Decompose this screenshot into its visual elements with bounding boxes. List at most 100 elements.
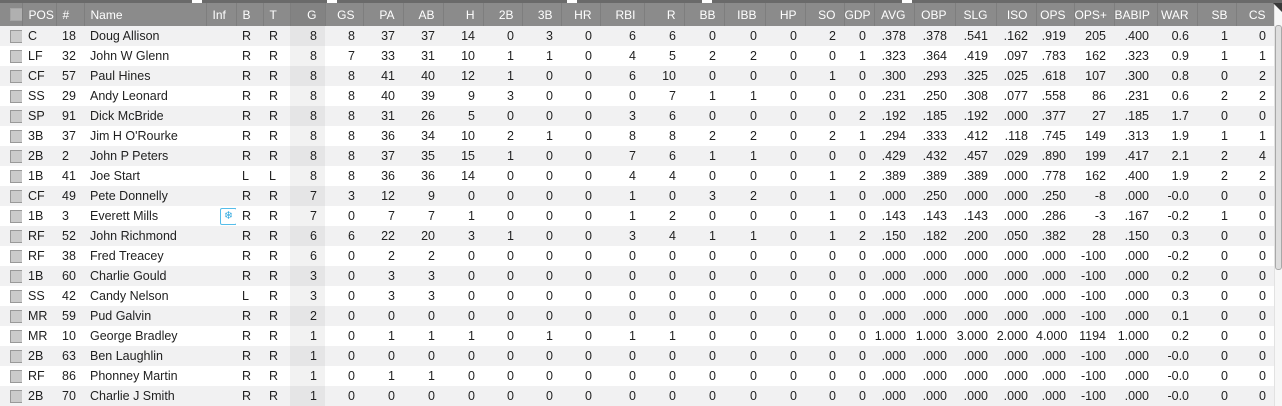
row-checkbox[interactable] xyxy=(10,389,22,403)
select-all-checkbox[interactable] xyxy=(10,8,21,21)
column-header-inf[interactable]: Inf xyxy=(206,3,237,26)
table-row[interactable]: MR 10 George Bradley R R 1 0 1 1 1 0 1 0 1 1 0 0 0 0 0 1.000… xyxy=(0,326,1274,346)
column-header-cs[interactable]: CS xyxy=(1236,3,1275,26)
row-checkbox[interactable] xyxy=(10,209,22,223)
row-checkbox[interactable] xyxy=(10,289,22,303)
row-checkbox[interactable] xyxy=(10,249,22,263)
cell-gs: 0 xyxy=(325,326,363,346)
cell-obp: .432 xyxy=(914,146,955,166)
cell-gs: 0 xyxy=(325,306,363,326)
column-header-gs[interactable]: GS xyxy=(325,3,364,26)
column-header-select[interactable] xyxy=(0,3,23,26)
table-row[interactable]: C 18 Doug Allison R R 8 8 37 37 14 0 3 0 6 6 0 0 0 2 0.378.… xyxy=(0,26,1274,46)
table-row[interactable]: 2B 2 John P Peters R R 8 8 37 35 15 1 0 0 7 6 1 1 0 0 0.429… xyxy=(0,146,1274,166)
column-header-iso[interactable]: ISO xyxy=(996,3,1037,26)
column-header-ab[interactable]: AB xyxy=(403,3,444,26)
column-header-ops_plus[interactable]: OPS+ xyxy=(1074,3,1115,26)
row-checkbox[interactable] xyxy=(10,69,22,83)
column-header-h[interactable]: H xyxy=(443,3,484,26)
table-row[interactable]: RF 86 Phonney Martin R R 1 0 1 1 0 0 0 0 0 0 0 0 0 0 0.000.… xyxy=(0,366,1274,386)
column-header-ops[interactable]: OPS xyxy=(1036,3,1075,26)
cell-babip: .400 xyxy=(1114,166,1157,186)
cell-ab: 1 xyxy=(403,366,443,386)
cell-t: R xyxy=(263,46,290,66)
table-corner-marker[interactable] xyxy=(1273,3,1282,12)
row-checkbox[interactable] xyxy=(10,109,22,123)
table-row[interactable]: 1B 41 Joe Start L L 8 8 36 36 14 0 0 0 4 4 0 0 0 1 2.389.38… xyxy=(0,166,1274,186)
column-header-obp[interactable]: OBP xyxy=(914,3,956,26)
cell-2b: 0 xyxy=(483,346,522,366)
table-row[interactable]: SS 29 Andy Leonard R R 8 8 40 39 9 3 0 0 0 7 1 1 0 0 0.231.… xyxy=(0,86,1274,106)
column-header-2b[interactable]: 2B xyxy=(483,3,523,26)
snowflake-icon[interactable]: ❄ xyxy=(220,207,236,225)
row-checkbox[interactable] xyxy=(10,169,22,183)
cell-r: 0 xyxy=(644,386,684,406)
table-row[interactable]: RF 38 Fred Treacey R R 6 0 2 2 0 0 0 0 0 0 0 0 0 0 0.000.00… xyxy=(0,246,1274,266)
cell-slg: .200 xyxy=(955,226,996,246)
row-checkbox[interactable] xyxy=(10,189,22,203)
cell-b: R xyxy=(236,326,263,346)
table-row[interactable]: LF 32 John W Glenn R R 8 7 33 31 10 1 1 0 4 5 2 2 0 0 1.323… xyxy=(0,46,1274,66)
column-header-slg[interactable]: SLG xyxy=(955,3,997,26)
row-checkbox[interactable] xyxy=(10,149,22,163)
column-header-b[interactable]: B xyxy=(236,3,264,26)
cell-gdp: 2 xyxy=(844,106,874,126)
cell-ops_plus: -100 xyxy=(1074,286,1114,306)
column-header-rbi[interactable]: RBI xyxy=(600,3,645,26)
table-row[interactable]: RF 52 John Richmond R R 6 6 22 20 3 1 0 0 3 4 1 1 0 1 2.150… xyxy=(0,226,1274,246)
column-header-pos[interactable]: POS xyxy=(22,3,57,26)
cell-b: R xyxy=(236,86,263,106)
column-header-r[interactable]: R xyxy=(644,3,685,26)
row-checkbox[interactable] xyxy=(10,29,22,43)
cell-gdp: 0 xyxy=(844,246,874,266)
column-header-g[interactable]: G xyxy=(290,3,326,26)
row-checkbox[interactable] xyxy=(10,369,22,383)
row-checkbox[interactable] xyxy=(10,269,22,283)
cell-ops_plus: 205 xyxy=(1074,26,1114,46)
row-checkbox[interactable] xyxy=(10,49,22,63)
column-header-war[interactable]: WAR xyxy=(1157,3,1198,26)
cell-inf xyxy=(206,346,236,366)
column-header-avg[interactable]: AVG xyxy=(874,3,915,26)
column-header-t[interactable]: T xyxy=(263,3,291,26)
vertical-scrollbar[interactable] xyxy=(1274,3,1282,406)
table-row[interactable]: 2B 63 Ben Laughlin R R 1 0 0 0 0 0 0 0 0 0 0 0 0 0 0.000.00… xyxy=(0,346,1274,366)
table-row[interactable]: SS 42 Candy Nelson L R 3 0 3 3 0 0 0 0 0 0 0 0 0 0 0.000.00… xyxy=(0,286,1274,306)
table-row[interactable]: MR 59 Pud Galvin R R 2 0 0 0 0 0 0 0 0 0 0 0 0 0 0.000.000.… xyxy=(0,306,1274,326)
column-header-hr[interactable]: HR xyxy=(561,3,601,26)
cell-t: R xyxy=(263,266,290,286)
column-header-so[interactable]: SO xyxy=(805,3,845,26)
column-header-gdp[interactable]: GDP xyxy=(844,3,875,26)
column-header-3b[interactable]: 3B xyxy=(522,3,562,26)
column-header-pa[interactable]: PA xyxy=(363,3,404,26)
table-row[interactable]: CF 49 Pete Donnelly R R 7 3 12 9 0 0 0 0 1 0 3 2 0 1 0.000.… xyxy=(0,186,1274,206)
cell-num: 3 xyxy=(56,206,84,226)
cell-select xyxy=(0,286,22,306)
column-header-babip[interactable]: BABIP xyxy=(1114,3,1158,26)
row-checkbox[interactable] xyxy=(10,309,22,323)
row-checkbox[interactable] xyxy=(10,129,22,143)
table-row[interactable]: SP 91 Dick McBride R R 8 8 31 26 5 0 0 0 3 6 0 0 0 0 2.192.… xyxy=(0,106,1274,126)
column-header-name[interactable]: Name xyxy=(84,3,207,26)
table-row[interactable]: 1B 3 Everett Mills ❄ R R 7 0 7 7 1 0 0 0 1 2 0 0 0 1 0.143.1… xyxy=(0,206,1274,226)
cell-ops: .000 xyxy=(1036,346,1074,366)
column-header-ibb[interactable]: IBB xyxy=(724,3,766,26)
row-checkbox[interactable] xyxy=(10,349,22,363)
row-checkbox[interactable] xyxy=(10,329,22,343)
table-row[interactable]: 1B 60 Charlie Gould R R 3 0 3 3 0 0 0 0 0 0 0 0 0 0 0.000.0… xyxy=(0,266,1274,286)
column-header-bb[interactable]: BB xyxy=(684,3,725,26)
cell-t: R xyxy=(263,386,290,406)
table-row[interactable]: 2B 70 Charlie J Smith R R 1 0 0 0 0 0 0 0 0 0 0 0 0 0 0.000… xyxy=(0,386,1274,406)
cell-babip: .313 xyxy=(1114,126,1157,146)
table-row[interactable]: 3B 37 Jim H O'Rourke R R 8 8 36 34 10 2 1 0 8 8 2 2 0 2 1.2… xyxy=(0,126,1274,146)
cell-h: 0 xyxy=(443,366,483,386)
cell-select xyxy=(0,66,22,86)
column-header-hp[interactable]: HP xyxy=(765,3,806,26)
scrollbar-thumb[interactable] xyxy=(1275,25,1282,270)
row-checkbox[interactable] xyxy=(10,89,22,103)
column-header-num[interactable]: # xyxy=(56,3,85,26)
row-checkbox[interactable] xyxy=(10,229,22,243)
cell-g: 2 xyxy=(290,306,325,326)
table-row[interactable]: CF 57 Paul Hines R R 8 8 41 40 12 1 0 0 6 10 0 0 0 1 0.300.… xyxy=(0,66,1274,86)
column-header-sb[interactable]: SB xyxy=(1197,3,1237,26)
